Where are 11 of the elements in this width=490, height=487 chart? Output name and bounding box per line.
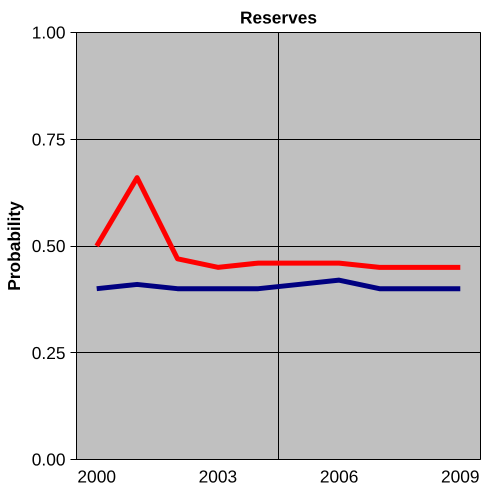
y-axis-title: Probability <box>4 200 24 291</box>
x-tick-label: 2009 <box>441 466 480 486</box>
x-tick-label: 2003 <box>198 466 238 486</box>
y-tick-label: 1.00 <box>32 22 66 42</box>
y-tick-label: 0.00 <box>32 450 66 470</box>
y-tick-label: 0.50 <box>32 236 66 256</box>
y-tick-label: 0.25 <box>32 342 66 363</box>
y-tick-label: 0.75 <box>32 129 66 150</box>
chart-title: Reserves <box>240 8 318 28</box>
x-tick-label: 2000 <box>77 466 116 486</box>
x-tick-label: 2006 <box>320 466 358 486</box>
